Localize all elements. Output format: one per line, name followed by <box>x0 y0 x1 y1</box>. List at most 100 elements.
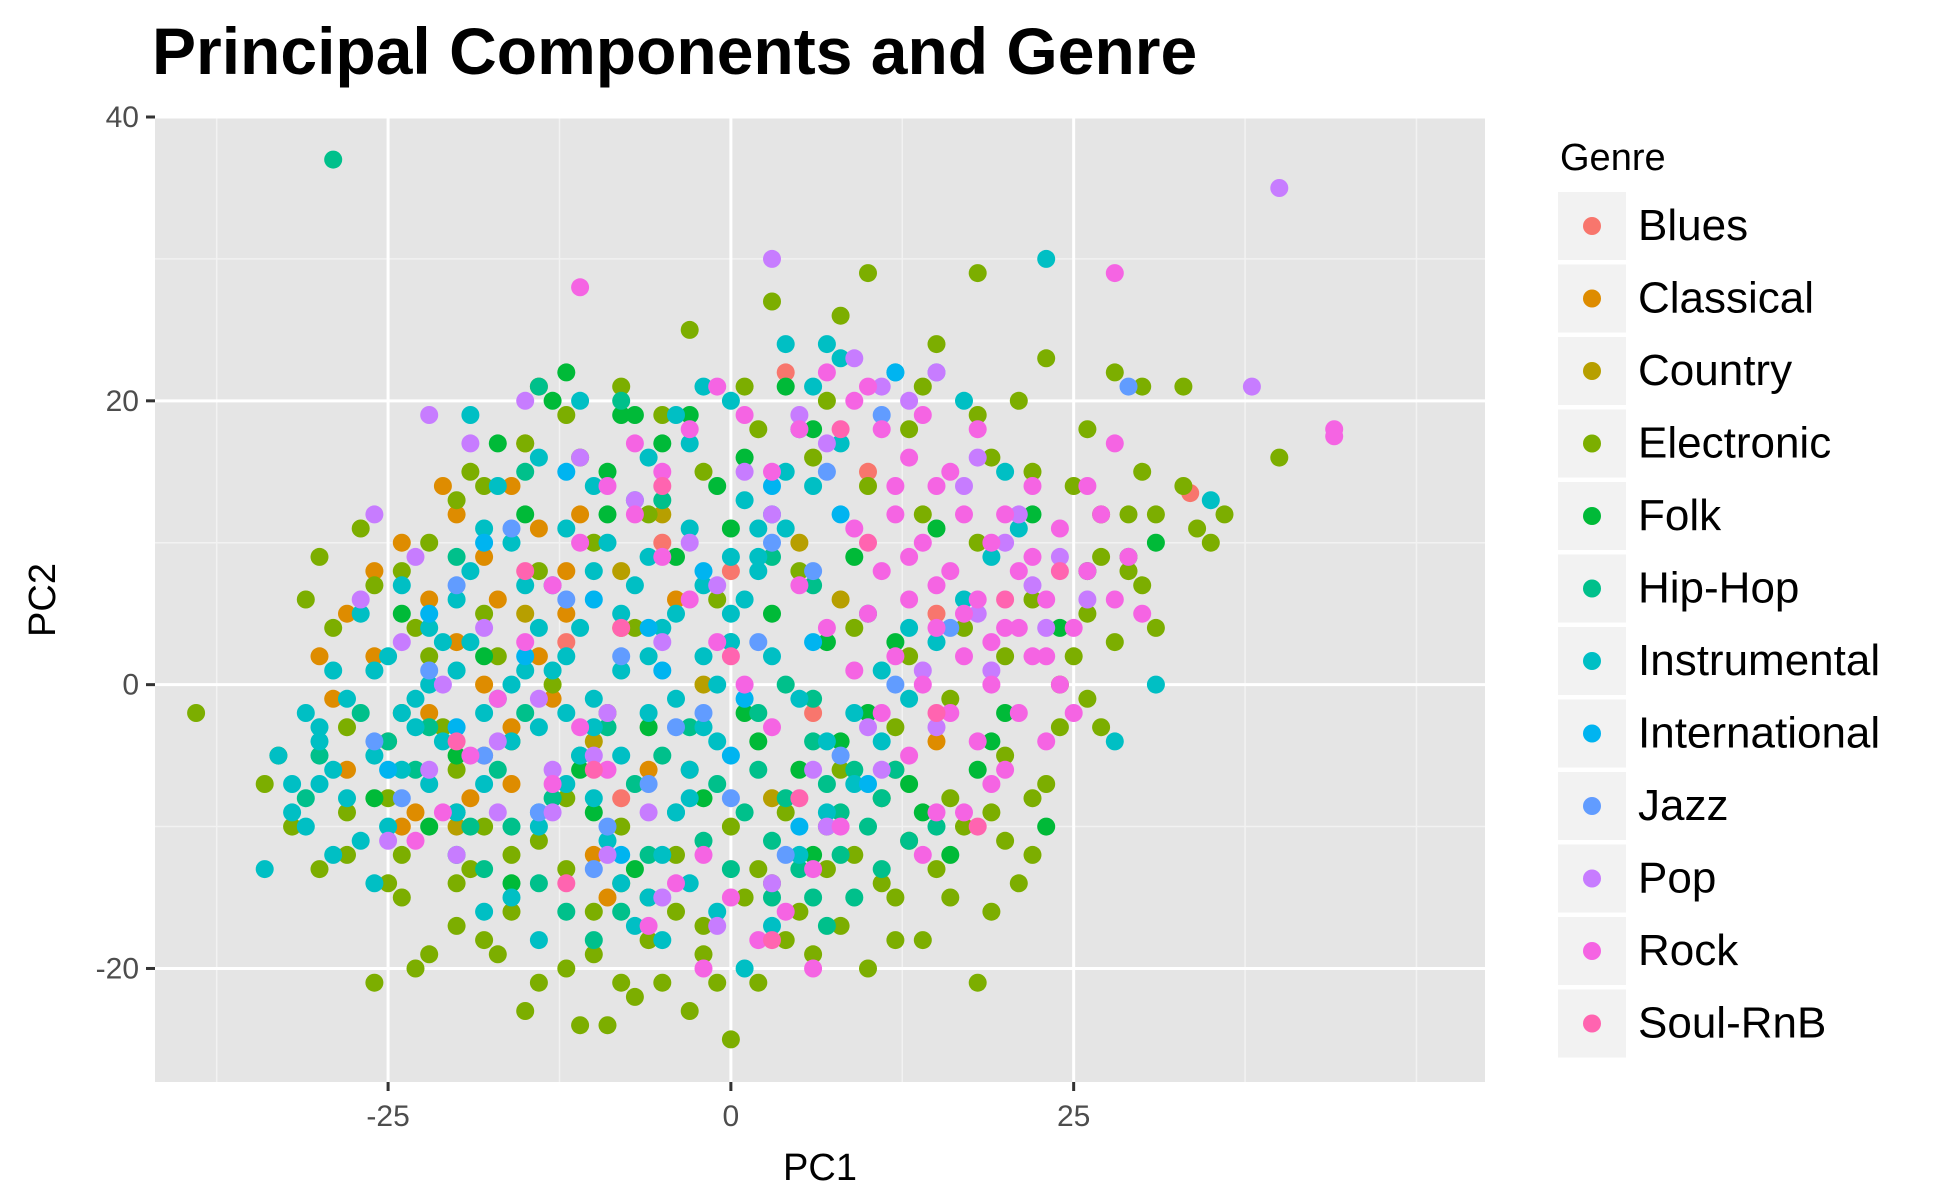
data-point <box>845 888 864 907</box>
series-country <box>447 505 905 836</box>
data-point <box>310 647 329 666</box>
data-point <box>776 931 795 950</box>
series-electronic <box>187 264 1289 1049</box>
data-point <box>1023 505 1042 524</box>
data-point <box>365 576 384 595</box>
data-point <box>694 675 713 694</box>
data-point <box>913 533 932 552</box>
data-point <box>612 789 631 808</box>
data-point <box>735 689 754 708</box>
data-point <box>420 775 439 793</box>
data-point <box>845 845 864 864</box>
data-point <box>653 973 672 992</box>
data-point <box>694 462 713 481</box>
data-point <box>1023 462 1042 481</box>
data-point <box>1078 590 1097 609</box>
data-point <box>708 633 727 652</box>
data-point <box>653 888 672 907</box>
data-point <box>625 406 644 424</box>
data-point <box>982 732 1001 751</box>
data-point <box>612 604 631 623</box>
data-point <box>831 845 850 864</box>
data-point <box>571 391 590 410</box>
data-point <box>927 732 946 751</box>
data-point <box>639 704 658 722</box>
data-point <box>502 732 521 751</box>
data-point <box>516 562 535 581</box>
data-point <box>406 959 425 978</box>
data-point <box>1078 477 1097 495</box>
data-point <box>653 633 672 652</box>
data-point <box>584 845 603 864</box>
data-point <box>680 718 699 737</box>
data-point <box>763 505 781 524</box>
data-point <box>776 675 795 694</box>
data-point <box>900 831 919 850</box>
legend-swatch <box>1583 217 1601 235</box>
data-point <box>831 306 850 325</box>
data-point <box>790 562 809 581</box>
data-point <box>927 860 946 879</box>
y-tick-label: 20 <box>106 385 139 418</box>
data-point <box>845 391 864 410</box>
data-point <box>749 760 768 779</box>
data-point <box>488 689 507 708</box>
series-rock <box>406 264 1344 978</box>
data-point <box>694 845 713 864</box>
data-point <box>283 817 302 836</box>
data-point <box>1064 618 1083 637</box>
data-point <box>900 647 919 666</box>
data-point <box>1092 718 1111 737</box>
data-point <box>1050 519 1069 538</box>
data-point <box>584 689 603 708</box>
data-point <box>694 831 713 850</box>
data-point <box>598 845 617 864</box>
data-point <box>571 746 590 765</box>
data-point <box>831 732 850 751</box>
data-point <box>557 633 576 652</box>
data-point <box>721 562 740 581</box>
data-point <box>543 689 562 708</box>
data-point <box>516 633 535 652</box>
data-point <box>338 760 356 779</box>
data-point <box>817 618 836 637</box>
data-point <box>296 704 315 722</box>
data-point <box>269 746 288 765</box>
data-point <box>392 562 411 581</box>
data-point <box>612 562 631 581</box>
data-point <box>927 817 946 836</box>
data-point <box>790 760 809 779</box>
data-point <box>721 604 740 623</box>
data-point <box>571 618 590 637</box>
legend-label: Instrumental <box>1638 636 1880 685</box>
data-point <box>776 363 795 382</box>
data-point <box>804 845 823 864</box>
data-point <box>927 576 946 595</box>
data-point <box>475 519 494 538</box>
data-point <box>1064 647 1083 666</box>
data-point <box>625 860 644 879</box>
data-point <box>557 874 576 893</box>
data-point <box>845 704 864 722</box>
data-point <box>338 604 356 623</box>
data-point <box>338 789 356 808</box>
data-point <box>694 916 713 935</box>
data-point <box>557 363 576 382</box>
data-point <box>625 916 644 935</box>
data-point <box>461 562 480 581</box>
data-point <box>817 462 836 481</box>
data-point <box>639 931 658 950</box>
data-point <box>488 477 507 495</box>
data-point <box>310 732 329 751</box>
legend-label: Electronic <box>1638 419 1831 468</box>
data-point <box>392 533 411 552</box>
data-point <box>955 647 973 666</box>
y-axis: -20 0 20 40 <box>96 101 155 985</box>
y-tick-label: 0 <box>122 669 139 702</box>
data-point <box>543 803 562 822</box>
legend-swatch <box>1583 942 1601 960</box>
y-tick-label: -20 <box>96 952 139 985</box>
data-point <box>639 448 658 467</box>
data-point <box>420 406 439 424</box>
data-point <box>845 349 864 368</box>
